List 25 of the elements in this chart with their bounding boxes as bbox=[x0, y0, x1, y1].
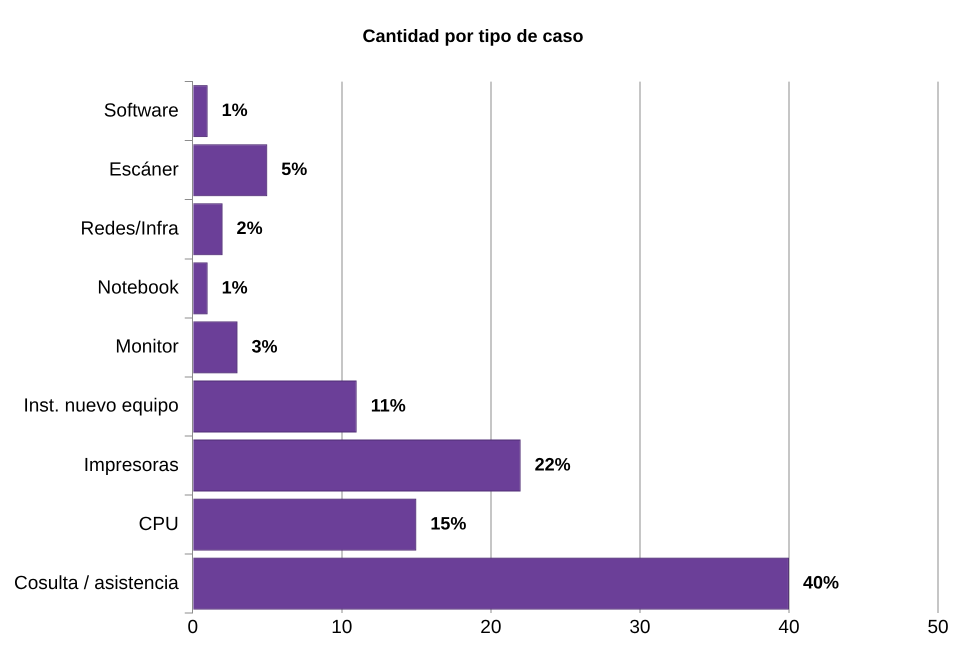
y-tick-label: Impresoras bbox=[84, 454, 179, 476]
x-tick-label: 40 bbox=[778, 616, 800, 638]
data-label: 22% bbox=[534, 454, 571, 474]
x-tick-label: 20 bbox=[480, 616, 502, 638]
y-tick-label: Escáner bbox=[109, 159, 180, 180]
y-tick-label: Software bbox=[104, 100, 179, 122]
data-label: 2% bbox=[236, 218, 263, 238]
data-label: 5% bbox=[281, 159, 308, 180]
data-label: 11% bbox=[370, 395, 406, 416]
y-tick-label: Inst. nuevo equipo bbox=[23, 396, 179, 417]
y-tick-label: Redes/Infra bbox=[80, 218, 180, 240]
y-tick-label: CPU bbox=[138, 514, 179, 535]
x-tick-label: 30 bbox=[629, 616, 650, 638]
chart-title: Cantidad por tipo de caso bbox=[362, 26, 584, 46]
data-label: 40% bbox=[802, 572, 839, 593]
data-label: 1% bbox=[222, 100, 248, 120]
data-label: 3% bbox=[251, 336, 278, 356]
data-label: 1% bbox=[222, 277, 248, 298]
x-tick-label: 10 bbox=[331, 616, 352, 638]
x-tick-label: 0 bbox=[187, 616, 198, 638]
y-tick-label: Notebook bbox=[97, 278, 180, 299]
y-tick-label: Cosulta / asistencia bbox=[14, 572, 180, 594]
x-tick-label: 50 bbox=[927, 616, 949, 638]
data-label: 15% bbox=[430, 514, 466, 534]
y-tick-label: Monitor bbox=[115, 336, 180, 358]
